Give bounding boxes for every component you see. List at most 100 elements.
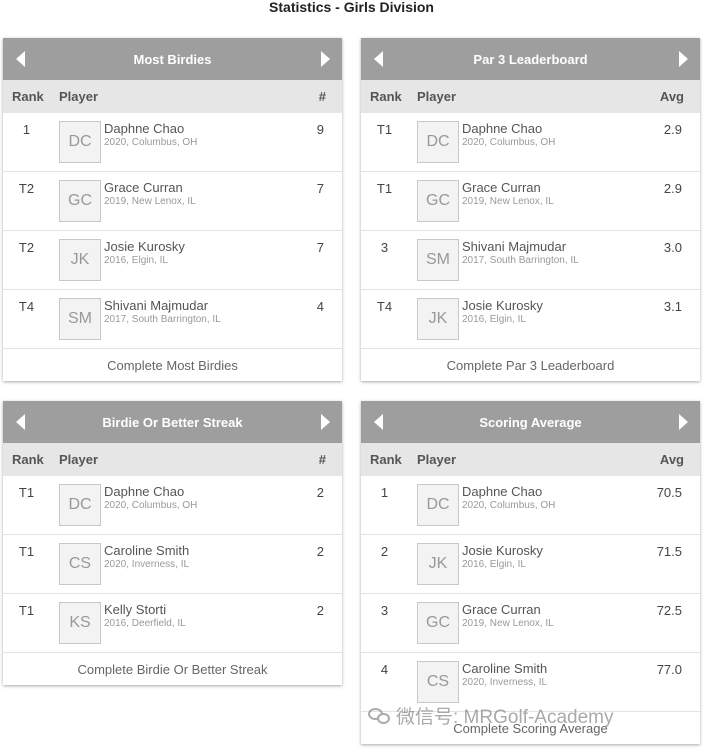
value-cell: 3.1 [663, 299, 682, 314]
table-row[interactable]: 3 GC Grace Curran 2019, New Lenox, IL 72.5 [361, 594, 700, 653]
prev-stat-button[interactable] [369, 412, 387, 432]
player-name-link[interactable]: Caroline Smith [104, 543, 190, 558]
column-header-row: Rank Player Avg [361, 80, 700, 113]
next-stat-button[interactable] [316, 49, 334, 69]
column-header-rank: Rank [12, 452, 44, 467]
table-row[interactable]: T2 JK Josie Kurosky 2016, Elgin, IL 7 [3, 231, 342, 290]
rank-cell: 3 [380, 603, 389, 618]
table-row[interactable]: T2 GC Grace Curran 2019, New Lenox, IL 7 [3, 172, 342, 231]
watermark-text: 微信号: MRGolf-Academy [396, 707, 614, 728]
avatar: GC [417, 602, 459, 644]
player-name-link[interactable]: Daphne Chao [104, 121, 185, 136]
table-row[interactable]: T1 DC Daphne Chao 2020, Columbus, OH 2.9 [361, 113, 700, 172]
watermark: 微信号: MRGolf-Academy [368, 702, 613, 729]
table-row[interactable]: 1 DC Daphne Chao 2020, Columbus, OH 70.5 [361, 476, 700, 535]
player-name-link[interactable]: Josie Kurosky [104, 239, 185, 254]
next-stat-button[interactable] [316, 412, 334, 432]
column-header-rank: Rank [370, 89, 402, 104]
avatar: JK [417, 543, 459, 585]
column-header-value: # [318, 452, 326, 467]
table-row[interactable]: T1 DC Daphne Chao 2020, Columbus, OH 2 [3, 476, 342, 535]
player-name-link[interactable]: Daphne Chao [462, 484, 543, 499]
value-cell: 2 [316, 603, 324, 618]
complete-stat-link[interactable]: Complete Scoring Average [453, 720, 608, 736]
column-header-player: Player [417, 89, 457, 104]
player-info: Shivani Majmudar 2017, South Barrington, … [459, 239, 579, 289]
card-title: Par 3 Leaderboard [473, 51, 588, 67]
player-name-link[interactable]: Caroline Smith [462, 661, 548, 676]
rank-cell: T2 [18, 240, 35, 255]
player-name-link[interactable]: Shivani Majmudar [462, 239, 567, 254]
complete-stat-link[interactable]: Complete Birdie Or Better Streak [77, 661, 268, 677]
complete-stat-link[interactable]: Complete Most Birdies [107, 357, 238, 373]
player-name-link[interactable]: Shivani Majmudar [104, 298, 209, 313]
player-info: Shivani Majmudar 2017, South Barrington, … [101, 298, 221, 348]
player-cell: JK Josie Kurosky 2016, Elgin, IL [50, 231, 282, 289]
chevron-left-icon [373, 414, 383, 430]
column-header-value: Avg [659, 452, 684, 467]
value-cell: 2 [316, 544, 324, 559]
rank-cell: T4 [376, 299, 393, 314]
prev-stat-button[interactable] [11, 49, 29, 69]
player-info: Caroline Smith 2020, Inverness, IL [101, 543, 189, 593]
value-cell: 71.5 [656, 544, 682, 559]
player-name-link[interactable]: Josie Kurosky [462, 543, 543, 558]
player-meta: 2016, Elgin, IL [462, 559, 526, 570]
complete-stat-link[interactable]: Complete Par 3 Leaderboard [446, 357, 615, 373]
player-name-link[interactable]: Grace Curran [104, 180, 183, 195]
player-info: Grace Curran 2019, New Lenox, IL [459, 602, 554, 652]
prev-stat-button[interactable] [11, 412, 29, 432]
value-cell: 2 [316, 485, 324, 500]
prev-stat-button[interactable] [369, 49, 387, 69]
avatar: DC [417, 121, 459, 163]
table-row[interactable]: 4 CS Caroline Smith 2020, Inverness, IL 77.0 [361, 653, 700, 712]
next-stat-button[interactable] [674, 49, 692, 69]
table-row[interactable]: T1 KS Kelly Storti 2016, Deerfield, IL 2 [3, 594, 342, 653]
chevron-left-icon [15, 51, 25, 67]
table-row[interactable]: 1 DC Daphne Chao 2020, Columbus, OH 9 [3, 113, 342, 172]
rank-cell: 3 [380, 240, 389, 255]
player-name-link[interactable]: Grace Curran [462, 180, 541, 195]
table-row[interactable]: T4 JK Josie Kurosky 2016, Elgin, IL 3.1 [361, 290, 700, 349]
value-cell: 70.5 [656, 485, 682, 500]
player-name-link[interactable]: Daphne Chao [462, 121, 543, 136]
rank-cell: 4 [380, 662, 389, 677]
player-cell: DC Daphne Chao 2020, Columbus, OH [408, 113, 640, 171]
stat-card-birdie-streak: Birdie Or Better Streak Rank Player # T1 DC Da… [3, 401, 342, 685]
player-name-link[interactable]: Daphne Chao [104, 484, 185, 499]
player-info: Daphne Chao 2020, Columbus, OH [459, 484, 555, 534]
column-header-player: Player [59, 452, 99, 467]
table-row[interactable]: 3 SM Shivani Majmudar 2017, South Barringto… [361, 231, 700, 290]
rank-cell: T1 [376, 122, 393, 137]
avatar: SM [59, 298, 101, 340]
table-row[interactable]: T4 SM Shivani Majmudar 2017, South Barringt… [3, 290, 342, 349]
wechat-icon [368, 706, 392, 726]
player-meta: 2020, Columbus, OH [462, 500, 556, 511]
column-header-rank: Rank [12, 89, 44, 104]
player-cell: DC Daphne Chao 2020, Columbus, OH [408, 476, 640, 534]
player-info: Caroline Smith 2020, Inverness, IL [459, 661, 547, 711]
value-cell: 7 [316, 181, 324, 196]
column-header-value: Avg [659, 89, 684, 104]
chevron-right-icon [678, 51, 688, 67]
player-name-link[interactable]: Kelly Storti [104, 602, 167, 617]
player-name-link[interactable]: Grace Curran [462, 602, 541, 617]
rank-cell: T1 [18, 603, 35, 618]
player-info: Josie Kurosky 2016, Elgin, IL [101, 239, 185, 289]
card-header: Birdie Or Better Streak [3, 401, 342, 443]
card-header: Most Birdies [3, 38, 342, 80]
player-name-link[interactable]: Josie Kurosky [462, 298, 543, 313]
player-meta: 2017, South Barrington, IL [104, 314, 221, 325]
chevron-right-icon [320, 414, 330, 430]
chevron-right-icon [320, 51, 330, 67]
next-stat-button[interactable] [674, 412, 692, 432]
column-header-row: Rank Player # [3, 80, 342, 113]
card-header: Scoring Average [361, 401, 700, 443]
value-cell: 4 [316, 299, 324, 314]
table-row[interactable]: T1 GC Grace Curran 2019, New Lenox, IL 2.9 [361, 172, 700, 231]
player-cell: SM Shivani Majmudar 2017, South Barrington… [408, 231, 640, 289]
table-row[interactable]: 2 JK Josie Kurosky 2016, Elgin, IL 71.5 [361, 535, 700, 594]
player-cell: GC Grace Curran 2019, New Lenox, IL [50, 172, 282, 230]
table-row[interactable]: T1 CS Caroline Smith 2020, Inverness, IL 2 [3, 535, 342, 594]
rank-cell: 2 [380, 544, 389, 559]
